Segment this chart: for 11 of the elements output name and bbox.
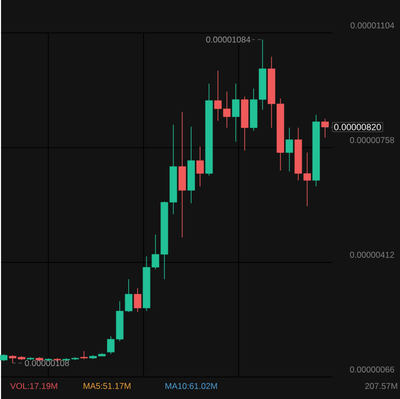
- annotation: 0.00001084: [206, 36, 250, 43]
- y-tick-label: 0.00000066: [350, 366, 394, 372]
- y-tick-label: 0.00000412: [350, 252, 394, 258]
- y-tick-label: 0.00001104: [350, 22, 394, 28]
- y-tick-label: 0.00000758: [350, 137, 394, 144]
- text: MA5:51.17M: [84, 383, 130, 389]
- text: MA10:61.02M: [166, 383, 217, 389]
- text: 207.57M: [365, 383, 398, 389]
- annotation: 0.00000108: [24, 360, 69, 366]
- text: VOL:17.19M: [10, 383, 58, 389]
- text: 0.00000820: [334, 124, 381, 130]
